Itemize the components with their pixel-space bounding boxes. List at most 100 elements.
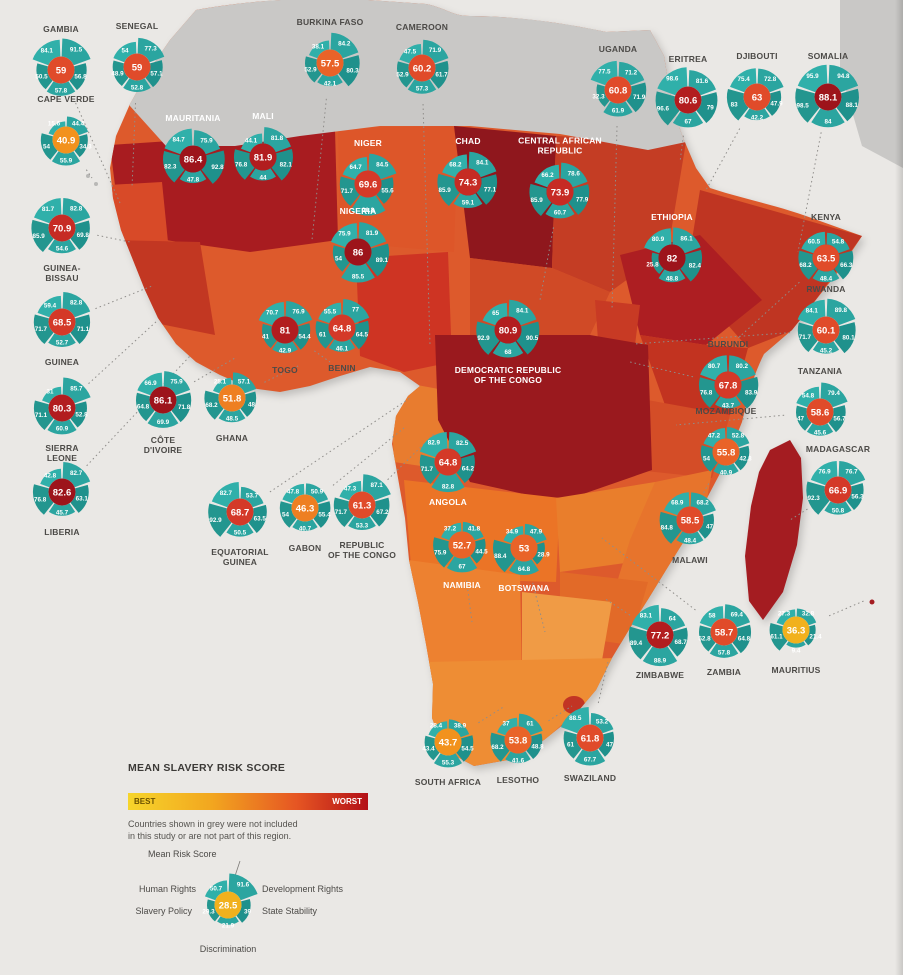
- ss-value: 55.6: [381, 188, 394, 195]
- mean-score-value: 68.7: [231, 507, 250, 518]
- sp-sector: [596, 84, 610, 107]
- dr-value: 84.5: [376, 161, 389, 168]
- disc-sector: [179, 170, 207, 184]
- dr-sector: [448, 719, 470, 738]
- disc-sector: [48, 333, 76, 347]
- dr-sector: [838, 460, 866, 486]
- dr-value: 86.1: [680, 235, 693, 242]
- country-label-senegal: SENEGAL: [115, 20, 159, 31]
- dr-sector: [672, 227, 701, 254]
- ss-value: 47: [606, 742, 614, 749]
- disc-sector: [545, 203, 575, 219]
- leader-line-central-african-republic: [539, 227, 554, 301]
- dr-value: 76.7: [845, 469, 858, 476]
- mean-score-circle: [354, 170, 382, 198]
- disc-value: 40.9: [720, 470, 733, 477]
- disc-sector: [744, 108, 770, 121]
- dr-value: 81.6: [696, 78, 709, 85]
- ss-sector: [271, 148, 293, 181]
- leader-line-togo: [314, 350, 331, 363]
- dr-sector: [560, 162, 588, 188]
- risk-badge-burkina-faso: 84.2 80.3 42.1 52.9 38.1 57.5: [304, 32, 360, 88]
- country-label-cote-divoire: CÔTE D'IVOIRE: [143, 435, 183, 456]
- country-label-ethiopia: ETHIOPIA: [651, 211, 693, 222]
- ss-sector: [516, 321, 540, 355]
- region-niger: [338, 126, 458, 252]
- dr-value: 75.9: [200, 138, 213, 145]
- hr-value: 84.7: [173, 136, 186, 143]
- sp-value: 61: [567, 742, 575, 749]
- mean-score-value: 69.6: [359, 179, 378, 190]
- ss-value: 48.8: [531, 744, 544, 751]
- sp-value: 82.3: [164, 164, 177, 171]
- risk-badge-botswana: 47.9 28.9 64.8 88.4 34.953: [492, 523, 550, 576]
- risk-badge-mozambique: 52.8 42.8 40.9 54 47.2 55.8: [700, 427, 752, 477]
- disc-value: 48.4: [684, 538, 697, 545]
- hr-sector: [797, 64, 828, 93]
- mean-score-circle: [806, 398, 834, 426]
- hr-sector: [442, 154, 468, 178]
- hr-sector: [699, 606, 724, 628]
- ss-sector: [456, 735, 474, 762]
- dr-sector: [826, 232, 850, 254]
- ss-sector: [834, 250, 854, 280]
- leader-line-uganda: [611, 125, 618, 311]
- ss-value: 39: [244, 909, 252, 916]
- ss-sector: [828, 405, 846, 433]
- disc-value: 91.8: [362, 207, 375, 214]
- ss-sector: [293, 323, 311, 350]
- hr-value: 66.9: [144, 380, 157, 387]
- disc-value: 55.3: [442, 760, 455, 767]
- country-label-mozambique: MOZAMBIQUE: [695, 405, 757, 416]
- mean-score-circle: [218, 384, 246, 412]
- hr-sector: [534, 164, 560, 188]
- disc-sector: [642, 646, 678, 667]
- disc-value: 69.9: [157, 419, 170, 426]
- dr-value: 91.6: [237, 882, 250, 889]
- hr-sector: [211, 481, 240, 508]
- mean-score-circle: [448, 531, 476, 559]
- region-guinea: [112, 240, 215, 335]
- sp-value: 89.4: [630, 640, 643, 647]
- sp-sector: [305, 56, 322, 83]
- country-label-cameroon: CAMEROON: [395, 21, 449, 32]
- ss-value: 54.4: [298, 334, 311, 341]
- country-label-ghana: GHANA: [215, 433, 249, 443]
- disc-value: 60.9: [56, 426, 69, 433]
- mean-score-circle: [676, 506, 704, 534]
- hr-sector: [34, 198, 62, 224]
- disc-sector: [603, 101, 633, 117]
- risk-badge-equatorial-guinea: 53.7 63.5 50.5 92.9 82.7 68.7: [208, 481, 267, 537]
- ss-value: 64.2: [462, 466, 475, 473]
- disc-value: 57.3: [416, 86, 429, 93]
- mean-score-circle: [510, 534, 538, 562]
- ss-value: 54.5: [461, 746, 474, 753]
- dr-value: 64: [669, 615, 677, 622]
- disc-sector: [433, 753, 463, 768]
- country-label-mauritania: MAURITANIA: [165, 112, 221, 123]
- dr-value: 89.8: [835, 307, 848, 314]
- mean-score-value: 55.8: [717, 447, 736, 458]
- country-label-rwanda: RWANDA: [806, 283, 846, 294]
- dr-sector: [518, 713, 543, 736]
- ss-sector: [470, 538, 486, 564]
- sp-sector: [33, 314, 54, 345]
- sp-sector: [397, 61, 414, 88]
- dr-value: 71.9: [429, 47, 442, 54]
- sp-value: 61: [319, 332, 327, 339]
- ss-sector: [846, 483, 864, 511]
- hr-sector: [644, 228, 672, 254]
- disc-value: 57.8: [718, 650, 731, 657]
- leader-line-equatorial-guinea: [269, 397, 411, 493]
- disc-value: 40.7: [299, 526, 312, 533]
- risk-badge-cameroon: 71.9 61.7 57.3 52.9 47.5 60.2: [396, 39, 449, 94]
- hr-value: 83.1: [640, 613, 653, 620]
- disc-value: 45.6: [814, 430, 827, 437]
- dr-sector: [358, 222, 387, 248]
- country-label-sierra-leone: SIERRA LEONE: [45, 443, 79, 464]
- sp-sector: [112, 60, 129, 87]
- mean-score-circle: [434, 728, 462, 756]
- leader-line-lesotho: [548, 705, 573, 722]
- hr-value: 54.8: [802, 393, 815, 400]
- disc-sector: [709, 643, 739, 658]
